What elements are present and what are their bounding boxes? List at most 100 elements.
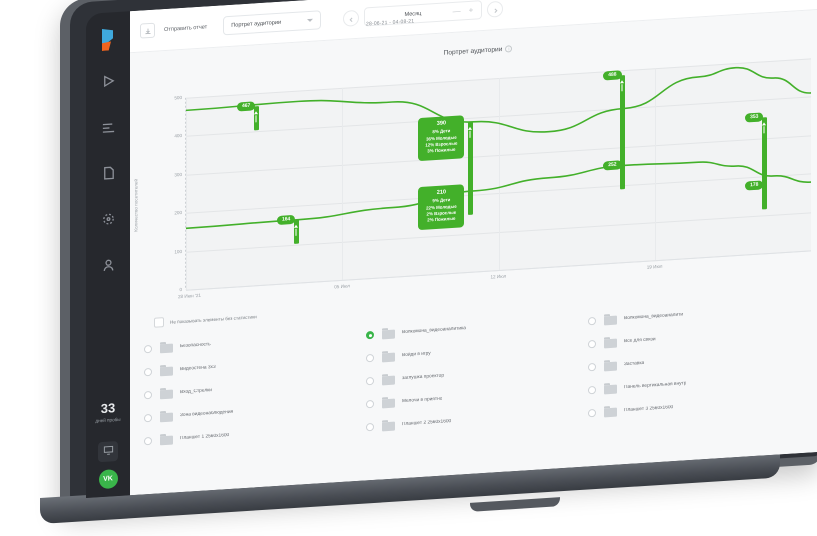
chevron-down-icon	[307, 18, 314, 23]
data-point-badge[interactable]: 178	[745, 180, 764, 191]
filter-radio[interactable]	[366, 422, 374, 431]
tooltip-breakdown-row: 2% Пожилые	[427, 216, 456, 224]
y-axis-label: Количество посетителей	[133, 178, 139, 232]
filter-radio[interactable]	[144, 436, 152, 445]
folder-icon	[604, 383, 617, 395]
period-label: Месяц	[404, 10, 422, 18]
sidebar-item-network[interactable]	[93, 206, 123, 238]
folder-icon	[160, 433, 173, 446]
trial-days: 33	[100, 400, 116, 417]
data-point-badge[interactable]: 467	[237, 101, 256, 112]
chart-bar[interactable]	[293, 219, 299, 244]
tooltip-breakdown-row: 3% Пожилые	[427, 147, 456, 154]
filter-column: Волкомона_видеоаналитика Войди в игру загл…	[366, 309, 588, 438]
file-icon	[101, 165, 116, 186]
filter-item-label: Планшет 1 2560х1600	[180, 432, 230, 442]
filter-radio[interactable]	[588, 339, 596, 348]
bar-arrow-icon	[762, 122, 767, 126]
sidebar-item-documents[interactable]	[93, 160, 123, 192]
filter-radio[interactable]	[366, 330, 374, 339]
x-tick-label: 28 Июн '21	[178, 292, 201, 300]
period-increment-button[interactable]: +	[468, 5, 474, 15]
filter-item-label: Заставка	[624, 360, 645, 368]
filter-radio[interactable]	[144, 367, 152, 376]
data-point-badge[interactable]: 488	[603, 69, 622, 81]
folder-icon	[160, 387, 173, 400]
filter-radio[interactable]	[366, 376, 374, 385]
filter-item-label: Волкомона_видеоаналити	[624, 312, 684, 322]
filter-radio[interactable]	[588, 316, 596, 325]
chart-bar[interactable]	[253, 105, 259, 131]
brand-logo-icon[interactable]	[98, 28, 118, 53]
x-tick-label: 19 Июл	[646, 263, 663, 270]
folder-icon	[382, 373, 395, 386]
chart-bar[interactable]	[619, 74, 625, 190]
x-tick-label: 12 Июл	[490, 273, 507, 280]
y-tick-label: 0	[179, 286, 182, 293]
folder-icon	[382, 327, 395, 340]
filter-radio[interactable]	[144, 390, 152, 399]
avatar[interactable]: VK	[98, 469, 118, 490]
y-tick-label: 200	[174, 210, 182, 216]
report-type-select[interactable]: Портрет аудитории	[223, 10, 322, 36]
toolbar: Отправить отчет Портрет аудитории Месяц …	[130, 0, 817, 54]
export-report-button[interactable]	[140, 22, 155, 39]
filter-item-label: Видеостена 3х3	[180, 364, 216, 373]
folder-icon	[160, 364, 173, 377]
period-controls: Месяц — +	[343, 0, 504, 28]
folder-icon	[382, 396, 395, 409]
tooltip-value: 210	[436, 189, 447, 197]
folder-icon	[160, 341, 173, 354]
chart-bar[interactable]	[761, 117, 767, 210]
data-point-badge[interactable]: 252	[603, 160, 622, 171]
filter-radio[interactable]	[588, 408, 596, 417]
plot-area	[186, 58, 811, 291]
next-period-button[interactable]	[487, 0, 504, 18]
data-point-tooltip[interactable]: 390 8% Дети 36% Молодые 12% Взрослые 3% Пожи…	[418, 115, 465, 161]
monitor-icon	[103, 442, 114, 461]
y-tick-label: 100	[174, 248, 182, 255]
chevron-right-icon	[493, 0, 498, 18]
filter-item-label: Панель вертикальная внутр	[624, 381, 687, 391]
chevron-left-icon	[349, 9, 354, 27]
filter-item-label: Волкомона_видеоаналитика	[402, 326, 466, 336]
bar-arrow-icon	[620, 79, 625, 83]
filter-radio[interactable]	[366, 353, 374, 362]
filter-item-label: Безопасность	[180, 342, 211, 350]
sidebar-item-play[interactable]	[93, 68, 123, 100]
period-decrement-button[interactable]: —	[452, 5, 461, 16]
hide-empty-checkbox[interactable]	[154, 317, 164, 328]
chart-bars-icon	[101, 119, 116, 140]
y-tick-label: 500	[174, 94, 182, 101]
folder-icon	[604, 314, 617, 326]
filter-item-label: заглушка проектор	[402, 373, 444, 382]
trial-counter: 33 дней пробы	[95, 400, 120, 424]
filter-radio[interactable]	[144, 344, 152, 353]
x-tick-label: 05 Июл	[334, 283, 350, 290]
nodes-icon	[101, 211, 116, 232]
sidebar-item-profile[interactable]	[93, 252, 123, 284]
data-point-tooltip[interactable]: 210 9% Дети 22% Молодые 2% Взрослые 2% Пожил…	[418, 184, 465, 230]
chart-title: Портрет аудитории	[443, 46, 503, 57]
filter-item-label: Планшет 3 2560х1600	[624, 405, 674, 414]
folder-icon	[160, 410, 173, 423]
info-icon[interactable]: i	[505, 45, 513, 53]
filter-radio[interactable]	[366, 399, 374, 408]
laptop-screen: 33 дней пробы VK Отпр	[86, 0, 817, 499]
data-point-badge[interactable]: 164	[277, 214, 296, 225]
filter-radio[interactable]	[588, 385, 596, 394]
bar-arrow-icon	[294, 224, 298, 228]
filter-item-label: Вход_Стрелки	[180, 388, 212, 396]
y-tick-label: 300	[174, 171, 182, 178]
chart-bar[interactable]	[467, 121, 473, 216]
play-icon	[101, 73, 116, 94]
previous-period-button[interactable]	[343, 9, 360, 27]
sidebar-item-monitor[interactable]	[98, 440, 118, 463]
filter-radio[interactable]	[144, 413, 152, 422]
bar-stem	[621, 83, 623, 91]
sidebar-item-analytics[interactable]	[93, 114, 123, 146]
app-main: Отправить отчет Портрет аудитории Месяц …	[130, 0, 817, 496]
filter-radio[interactable]	[588, 362, 596, 371]
filter-item-label: Войди в игру	[402, 351, 431, 359]
y-axis-line	[185, 97, 186, 290]
